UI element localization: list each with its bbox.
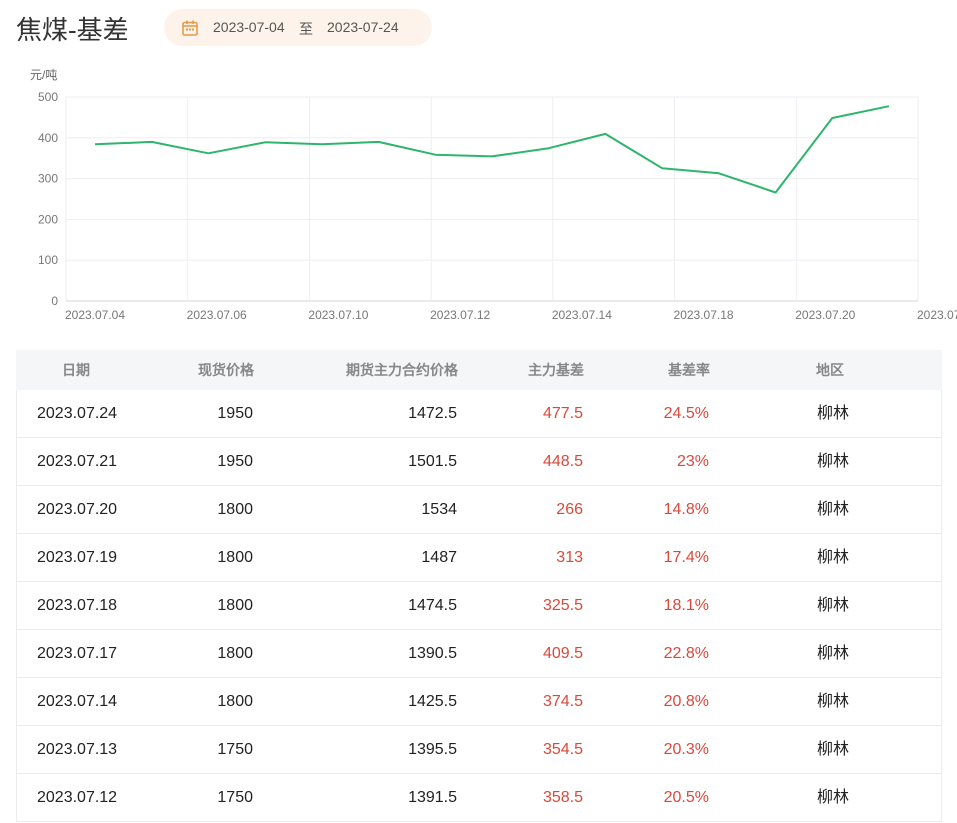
basis-table: 日期 现货价格 期货主力合约价格 主力基差 基差率 地区 2023.07.24 … [16,350,942,822]
cell-date: 2023.07.24 [37,405,118,422]
cell-basis: 374.5 [542,693,583,710]
cell-region: 柳林 [817,645,850,662]
cell-date: 2023.07.20 [37,501,118,518]
header-futures-price: 期货主力合约价格 [346,362,458,378]
x-tick-label: 2023.07.14 [552,308,612,322]
cell-spot-price: 1750 [217,789,253,806]
cell-date: 2023.07.19 [37,549,118,566]
y-tick-label: 300 [38,172,58,186]
cell-region: 柳林 [817,741,850,758]
x-tick-label: 2023.07.20 [795,308,855,322]
cell-spot-price: 1800 [217,597,253,614]
cell-date: 2023.07.14 [37,693,118,710]
y-tick-label: 100 [38,253,58,267]
x-tick-label: 2023.07.06 [187,308,247,322]
cell-spot-price: 1950 [217,405,253,422]
cell-date: 2023.07.17 [37,645,118,662]
y-tick-label: 0 [51,294,58,308]
cell-basis: 325.5 [542,597,583,614]
page-title: 焦煤-基差 [16,15,129,45]
table-row: 2023.07.12 1750 1391.5 358.5 20.5% 柳林 [16,774,942,822]
cell-basis-rate: 17.4% [663,549,709,566]
header-region: 地区 [816,362,844,378]
table-row: 2023.07.17 1800 1390.5 409.5 22.8% 柳林 [16,630,942,678]
cell-basis-rate: 20.3% [663,741,709,758]
cell-spot-price: 1800 [217,645,253,662]
table-header: 日期 现货价格 期货主力合约价格 主力基差 基差率 地区 [16,350,942,390]
cell-futures-price: 1390.5 [408,645,457,662]
x-tick-label: 2023.07.04 [65,308,125,322]
cell-basis-rate: 23% [676,453,709,470]
cell-spot-price: 1800 [217,501,253,518]
cell-futures-price: 1474.5 [408,597,457,614]
cell-basis-rate: 18.1% [663,597,709,614]
cell-futures-price: 1501.5 [408,453,457,470]
cell-spot-price: 1750 [217,741,253,758]
x-tick-label: 2023.07.12 [430,308,490,322]
date-start[interactable]: 2023-07-04 [213,19,285,35]
cell-futures-price: 1391.5 [408,789,457,806]
cell-spot-price: 1800 [217,693,253,710]
x-tick-label: 2023.07.24 [917,308,957,322]
cell-spot-price: 1950 [217,453,253,470]
header-spot-price: 现货价格 [198,362,254,378]
cell-basis: 409.5 [542,645,583,662]
y-tick-label: 500 [38,90,58,104]
cell-date: 2023.07.21 [37,453,118,470]
cell-region: 柳林 [817,597,850,614]
basis-line-chart: 元/吨 0 100 200 300 400 500 2023.07.04 2023.07.06 2… [30,68,957,322]
cell-futures-price: 1395.5 [408,741,457,758]
header-basis: 主力基差 [528,362,584,378]
y-tick-label: 200 [38,212,58,226]
cell-region: 柳林 [817,453,850,470]
cell-region: 柳林 [817,789,850,806]
cell-futures-price: 1425.5 [408,693,457,710]
cell-basis-rate: 20.5% [663,789,709,806]
cell-region: 柳林 [817,549,850,566]
date-end[interactable]: 2023-07-24 [327,19,399,35]
cell-basis: 477.5 [542,405,583,422]
cell-date: 2023.07.12 [37,789,118,806]
calendar-icon [182,20,198,36]
cell-basis-rate: 20.8% [663,693,709,710]
cell-futures-price: 1534 [421,501,457,518]
x-tick-label: 2023.07.18 [674,308,734,322]
date-range-picker[interactable]: 2023-07-04 至 2023-07-24 [164,9,432,46]
cell-basis-rate: 22.8% [663,645,709,662]
table-row: 2023.07.21 1950 1501.5 448.5 23% 柳林 [16,438,942,486]
cell-date: 2023.07.13 [37,741,118,758]
cell-futures-price: 1487 [421,549,457,566]
cell-region: 柳林 [817,501,850,518]
y-tick-label: 400 [38,131,58,145]
header-date: 日期 [62,362,90,378]
cell-basis: 266 [556,501,583,518]
cell-date: 2023.07.18 [37,597,118,614]
table-row: 2023.07.14 1800 1425.5 374.5 20.8% 柳林 [16,678,942,726]
cell-spot-price: 1800 [217,549,253,566]
table-row: 2023.07.20 1800 1534 266 14.8% 柳林 [16,486,942,534]
cell-basis-rate: 24.5% [663,405,709,422]
cell-basis-rate: 14.8% [663,501,709,518]
cell-basis: 358.5 [542,789,583,806]
table-row: 2023.07.19 1800 1487 313 17.4% 柳林 [16,534,942,582]
cell-basis: 313 [556,549,583,566]
series-line [94,105,890,194]
cell-basis: 448.5 [542,453,583,470]
cell-region: 柳林 [817,693,850,710]
cell-futures-price: 1472.5 [408,405,457,422]
header-basis-rate: 基差率 [668,362,710,378]
table-row: 2023.07.13 1750 1395.5 354.5 20.3% 柳林 [16,726,942,774]
table-row: 2023.07.18 1800 1474.5 325.5 18.1% 柳林 [16,582,942,630]
table-row: 2023.07.24 1950 1472.5 477.5 24.5% 柳林 [16,390,942,438]
x-tick-label: 2023.07.10 [308,308,368,322]
cell-region: 柳林 [817,405,850,422]
table-body: 2023.07.24 1950 1472.5 477.5 24.5% 柳林 20… [16,390,942,822]
date-separator: 至 [299,21,313,37]
y-unit-label: 元/吨 [30,68,57,82]
cell-basis: 354.5 [542,741,583,758]
